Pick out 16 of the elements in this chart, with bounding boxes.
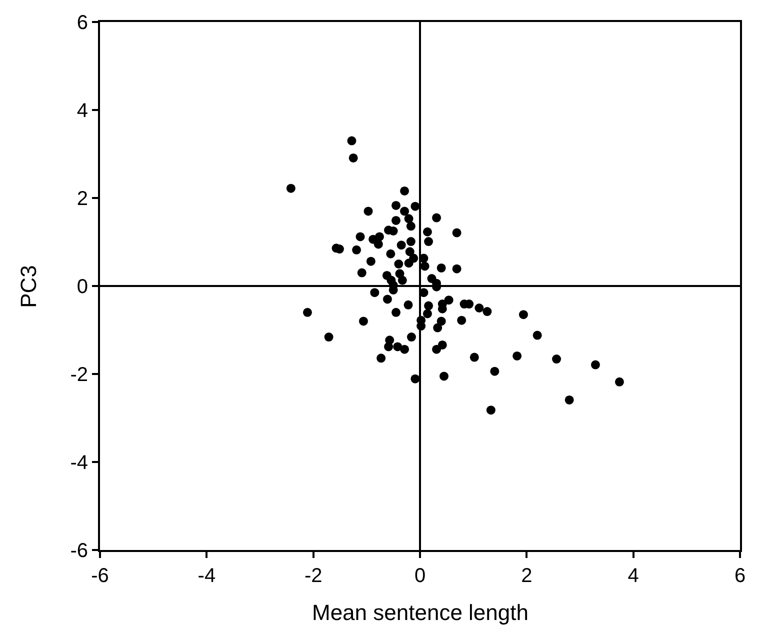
y-tick-label: 2 — [76, 188, 88, 210]
x-tick-label: 2 — [521, 565, 532, 587]
y-tick-label: 6 — [76, 12, 88, 34]
x-tick-label: -6 — [91, 565, 109, 587]
x-tick-label: -4 — [198, 565, 216, 587]
x-tick-label: -2 — [304, 565, 322, 587]
x-tick-label: 4 — [628, 565, 639, 587]
x-axis-title: Mean sentence length — [312, 600, 528, 625]
y-axis-title: PC3 — [16, 265, 41, 308]
y-tick-label: 4 — [76, 100, 88, 122]
y-tick-label: -2 — [70, 364, 88, 386]
y-tick-label: -4 — [70, 452, 88, 474]
x-tick-label: 0 — [414, 565, 426, 587]
y-tick-label: 0 — [76, 276, 88, 298]
x-tick-label: 6 — [734, 565, 746, 587]
y-tick-label: -6 — [70, 540, 88, 562]
